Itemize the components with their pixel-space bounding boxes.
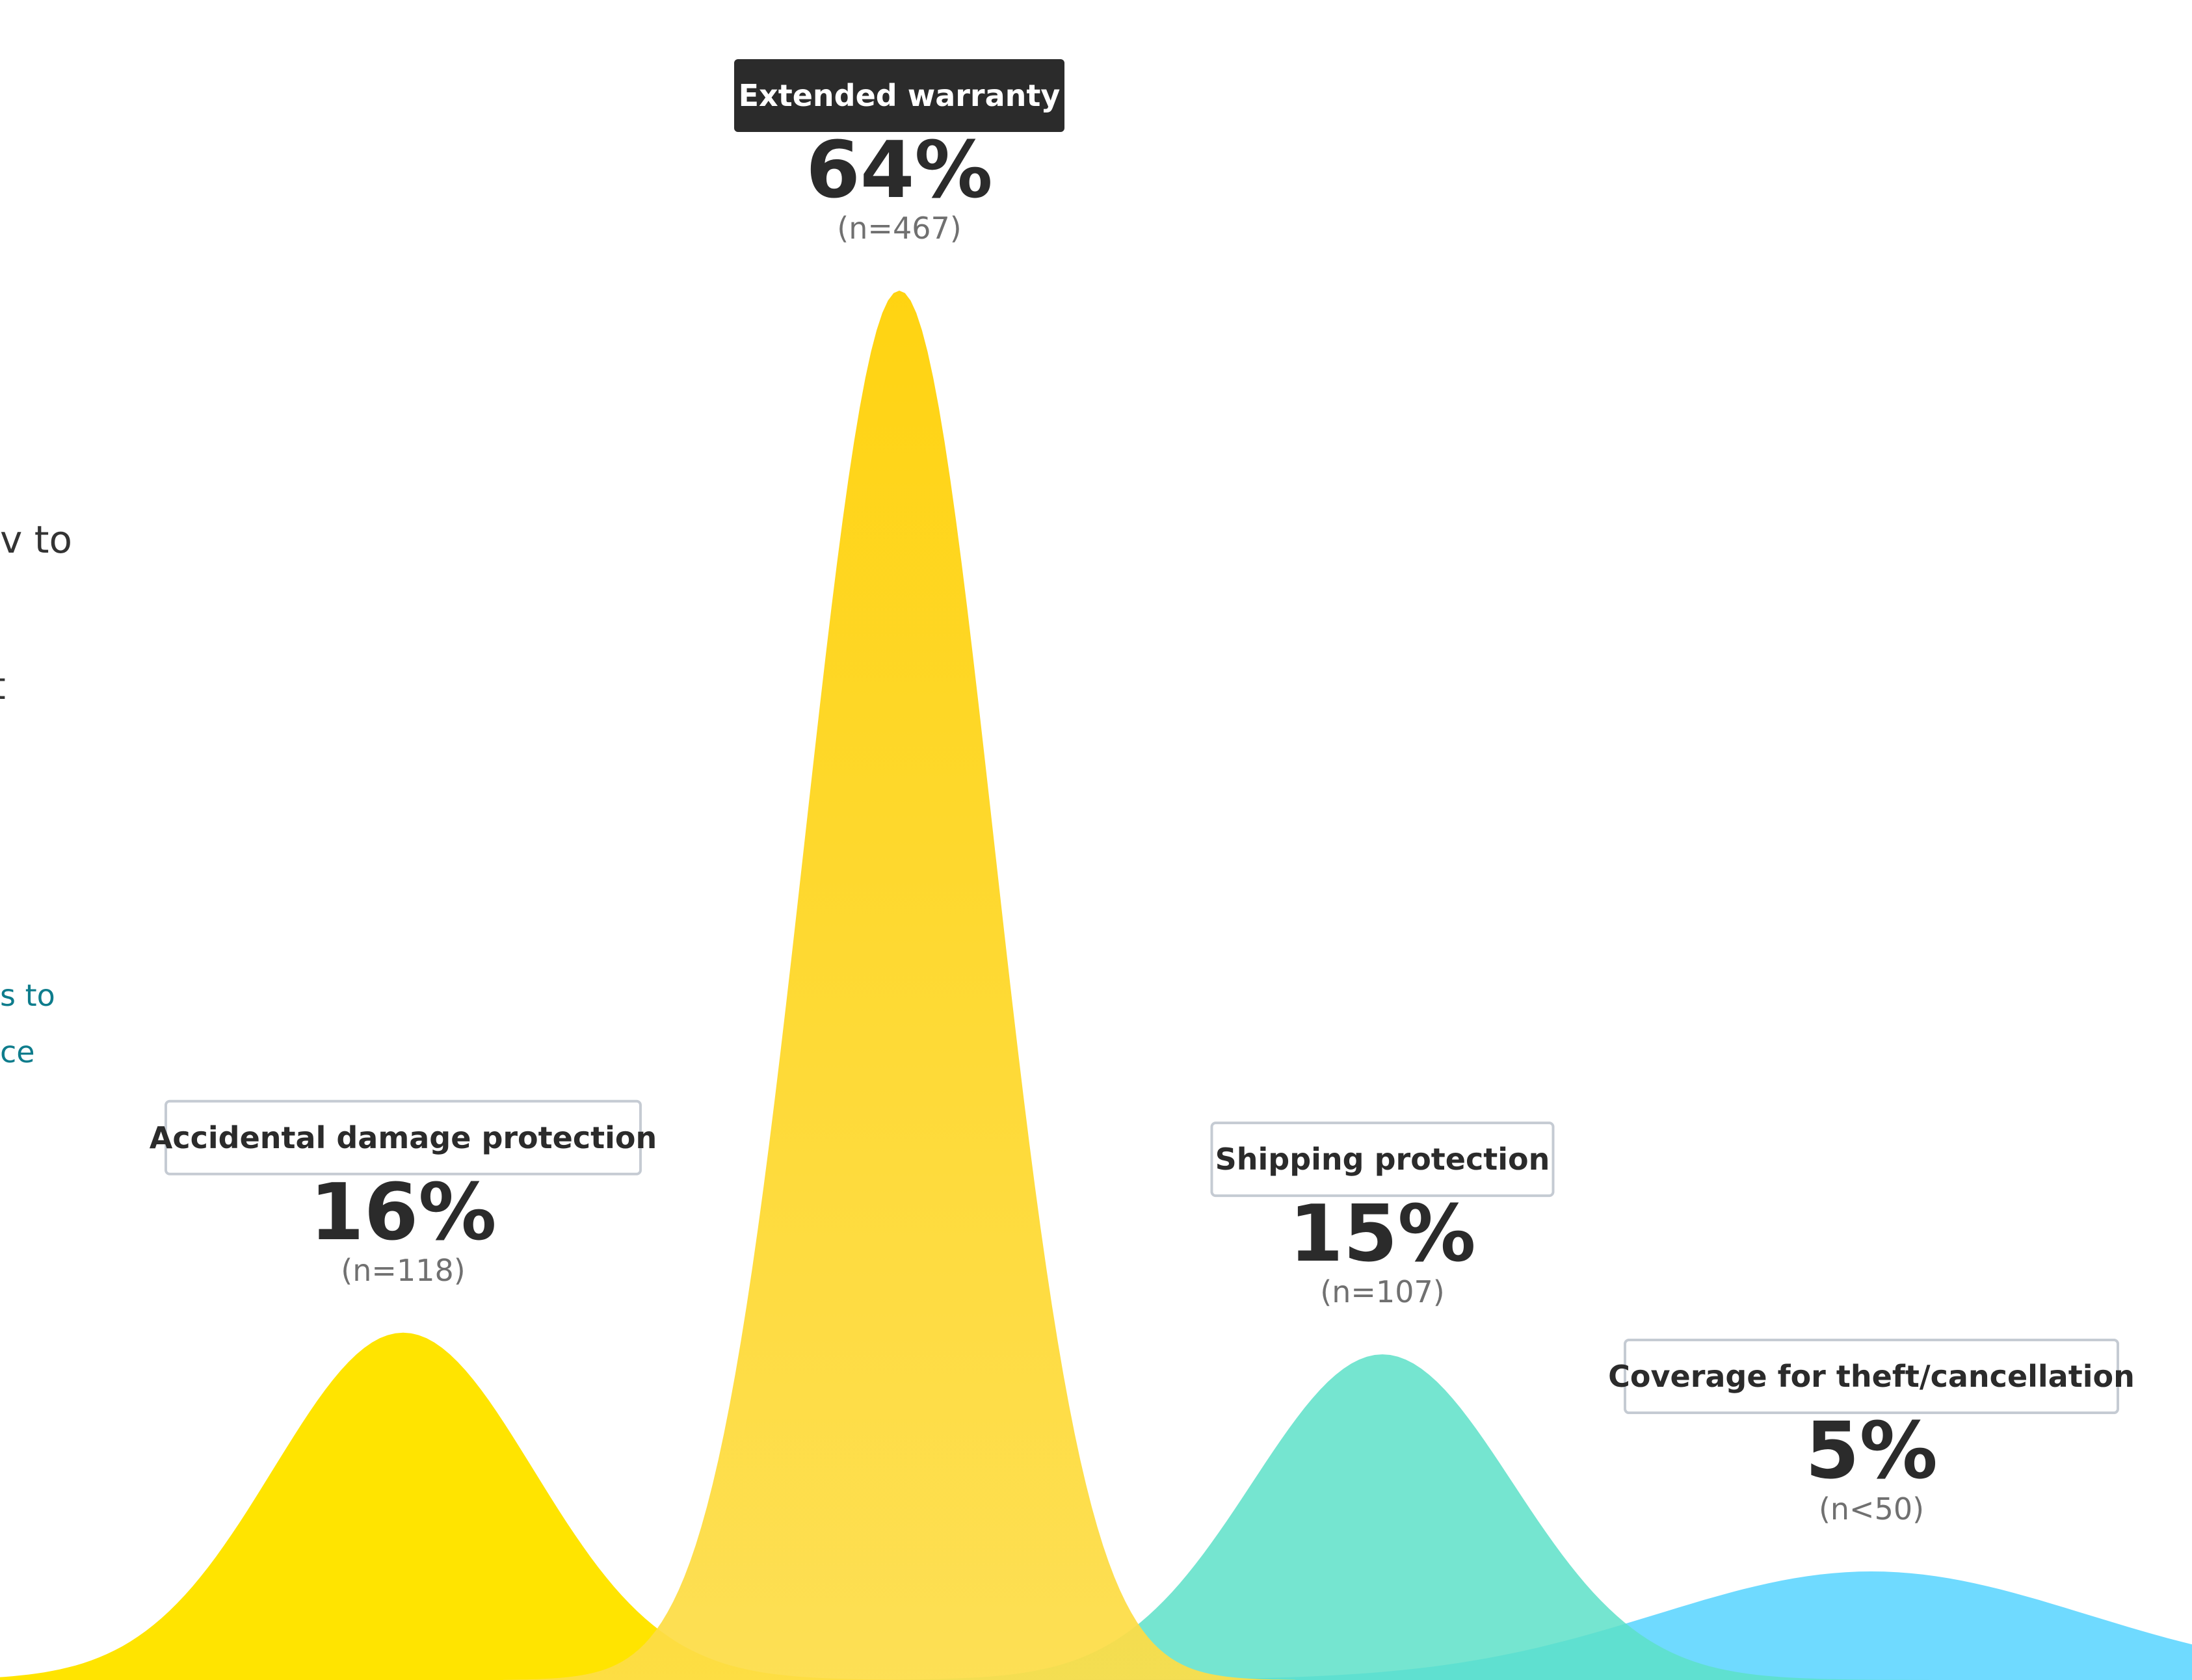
data-label-n-shipping: (n=107) bbox=[1320, 1274, 1444, 1309]
series-label-box-shipping bbox=[1210, 1122, 1555, 1198]
series-label-box-accidental bbox=[165, 1099, 642, 1175]
data-label-n-accidental: (n=118) bbox=[341, 1253, 465, 1288]
curve-accidental bbox=[0, 1332, 949, 1680]
data-label-pct-accidental: 16% bbox=[310, 1168, 496, 1258]
label-group-theft: Coverage for theft/cancellation 5%(n<50) bbox=[1608, 1339, 2135, 1527]
chart-labels: Accidental damage protection 16%(n=118) Ex… bbox=[150, 59, 2135, 1527]
side-text-line-1: v to bbox=[0, 518, 72, 562]
series-label-shipping: Shipping protection bbox=[1215, 1142, 1550, 1177]
series-label-extended: Extended warranty bbox=[739, 78, 1061, 113]
label-group-shipping: Shipping protection 15%(n=107) bbox=[1210, 1122, 1555, 1309]
label-group-accidental: Accidental damage protection 16%(n=118) bbox=[150, 1099, 657, 1288]
label-group-extended: Extended warranty 64%(n=467) bbox=[734, 59, 1064, 246]
chart-curves bbox=[0, 291, 2192, 1680]
series-label-theft: Coverage for theft/cancellation bbox=[1608, 1359, 2135, 1394]
series-label-box-theft bbox=[1624, 1339, 2119, 1415]
series-label-box-extended bbox=[734, 59, 1064, 132]
side-text: v to t s to ce bbox=[0, 518, 72, 1070]
data-label-n-theft: (n<50) bbox=[1819, 1491, 1924, 1527]
curve-extended bbox=[503, 291, 1295, 1680]
data-label-pct-shipping: 15% bbox=[1289, 1189, 1475, 1280]
data-label-pct-extended: 64% bbox=[806, 125, 992, 216]
series-label-accidental: Accidental damage protection bbox=[150, 1120, 657, 1155]
side-text-line-2: t bbox=[0, 664, 6, 708]
side-link-line-1[interactable]: s to bbox=[0, 978, 55, 1013]
side-link-line-2[interactable]: ce bbox=[0, 1034, 35, 1070]
data-label-n-extended: (n=467) bbox=[837, 211, 961, 246]
curve-shipping bbox=[836, 1354, 1929, 1680]
data-label-pct-theft: 5% bbox=[1805, 1406, 1938, 1497]
curve-theft bbox=[970, 1571, 2192, 1680]
